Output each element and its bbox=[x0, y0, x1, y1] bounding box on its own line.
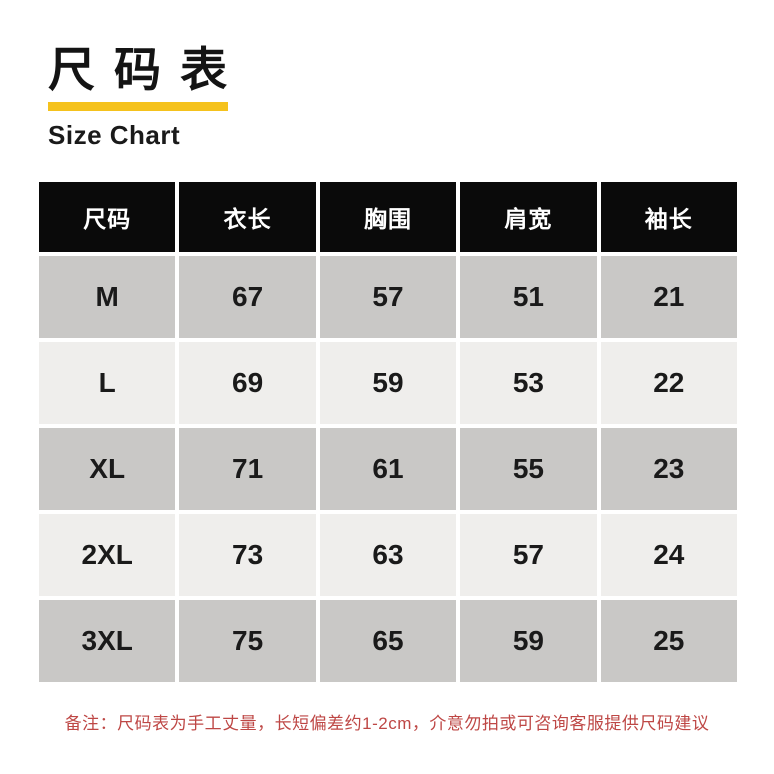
table-cell: 69 bbox=[179, 342, 316, 424]
table-cell: 22 bbox=[600, 342, 737, 424]
table-cell: 57 bbox=[319, 256, 457, 338]
page-subtitle: Size Chart bbox=[48, 120, 181, 150]
table-cell: 53 bbox=[460, 342, 597, 424]
page-title: 尺 码 表 bbox=[48, 43, 231, 96]
table-cell: 24 bbox=[600, 514, 737, 596]
table-cell: 23 bbox=[600, 428, 737, 510]
table-cell: 61 bbox=[319, 428, 457, 510]
table-cell: 25 bbox=[600, 600, 737, 682]
header-cell-shoulder: 肩宽 bbox=[460, 182, 597, 252]
header-cell-length: 衣长 bbox=[179, 182, 316, 252]
size-cell: L bbox=[39, 342, 176, 424]
table-cell: 63 bbox=[319, 514, 457, 596]
header-cell-size: 尺码 bbox=[39, 182, 176, 252]
title-underline bbox=[48, 102, 228, 111]
table-cell: 21 bbox=[600, 256, 737, 338]
size-cell: M bbox=[39, 256, 176, 338]
table-cell: 73 bbox=[179, 514, 316, 596]
table-cell: 59 bbox=[319, 342, 457, 424]
table-cell: 71 bbox=[179, 428, 316, 510]
header-cell-sleeve: 袖长 bbox=[600, 182, 737, 252]
page-header: 尺 码 表 Size Chart bbox=[0, 0, 774, 151]
header-cell-chest: 胸围 bbox=[319, 182, 457, 252]
table-cell: 55 bbox=[460, 428, 597, 510]
size-cell: 3XL bbox=[39, 600, 176, 682]
table-cell: 59 bbox=[460, 600, 597, 682]
table-cell: 51 bbox=[460, 256, 597, 338]
table-cell: 67 bbox=[179, 256, 316, 338]
table-cell: 75 bbox=[179, 600, 316, 682]
size-cell: XL bbox=[39, 428, 176, 510]
size-cell: 2XL bbox=[39, 514, 176, 596]
table-cell: 65 bbox=[319, 600, 457, 682]
note-text: 备注：尺码表为手工丈量，长短偏差约1-2cm，介意勿拍或可咨询客服提供尺码建议 bbox=[64, 714, 710, 733]
size-table: 尺码 衣长 胸围 肩宽 袖长 M 67 57 51 21 L 69 59 53 … bbox=[39, 182, 737, 682]
table-cell: 57 bbox=[460, 514, 597, 596]
